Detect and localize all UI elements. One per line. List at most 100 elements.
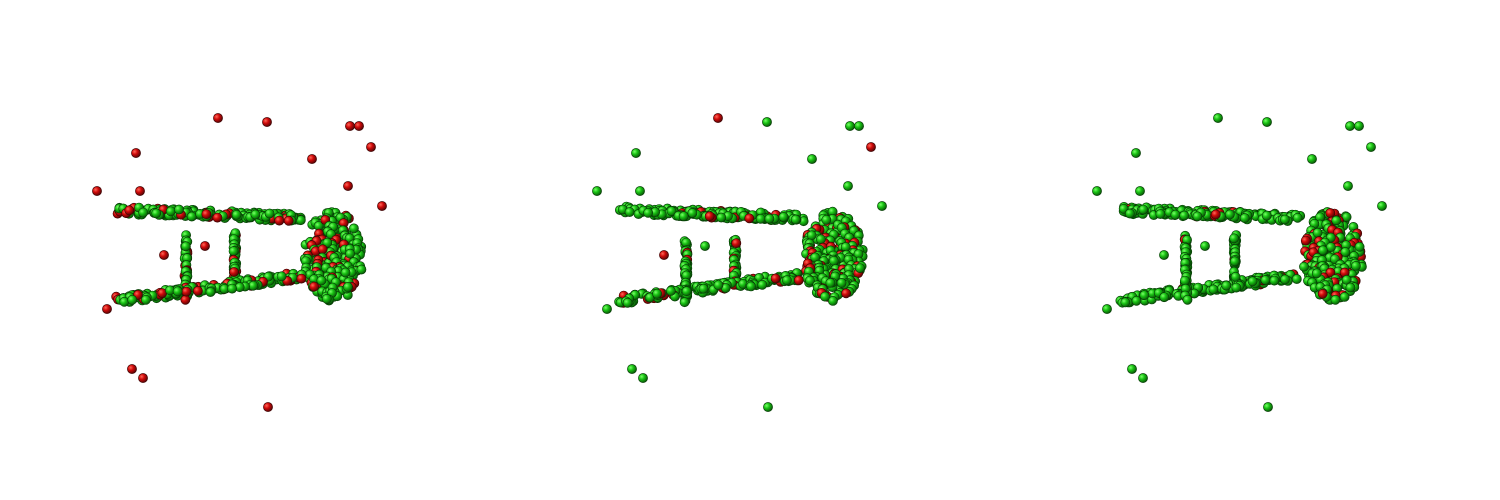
green-point [592, 186, 602, 196]
green-point [622, 297, 633, 308]
green-point [806, 230, 817, 241]
green-point [1312, 227, 1323, 238]
red-point [201, 209, 212, 219]
green-point [762, 117, 772, 127]
green-point [665, 285, 676, 296]
green-point [151, 208, 162, 219]
green-point [836, 277, 847, 288]
red-point [366, 142, 376, 152]
green-point [1138, 204, 1149, 215]
green-point [1131, 148, 1141, 158]
green-point [778, 211, 789, 222]
red-point [345, 121, 355, 131]
green-point [174, 204, 184, 215]
green-point [1159, 292, 1170, 302]
red-point [212, 212, 223, 223]
green-point [340, 267, 351, 278]
green-point [635, 186, 645, 196]
red-point [138, 373, 148, 383]
green-point [820, 291, 830, 302]
panel-middle [592, 113, 887, 412]
green-point [348, 223, 359, 234]
red-point [731, 238, 742, 249]
green-point [1317, 245, 1328, 256]
green-point [140, 294, 151, 305]
green-point [276, 271, 287, 282]
red-point [744, 213, 755, 224]
green-point [1279, 214, 1290, 225]
green-point [764, 213, 775, 224]
green-point [248, 280, 259, 291]
green-point [1247, 276, 1258, 287]
green-point [1135, 186, 1145, 196]
green-point [1345, 121, 1355, 131]
green-point [1200, 241, 1210, 251]
green-point [345, 248, 355, 259]
green-point [1179, 210, 1190, 221]
green-point [825, 277, 836, 288]
green-point [1224, 209, 1235, 220]
green-point [790, 214, 801, 225]
green-point [1229, 256, 1240, 267]
green-point [180, 241, 191, 252]
red-point [263, 402, 273, 412]
green-point [827, 295, 838, 306]
green-point [165, 206, 176, 217]
green-point [1340, 247, 1351, 257]
green-point [1213, 113, 1223, 123]
green-point [1345, 282, 1356, 293]
green-point [845, 121, 855, 131]
green-point [681, 286, 692, 297]
green-point [843, 181, 853, 191]
red-point [1300, 235, 1311, 246]
green-point [138, 207, 149, 218]
green-point [757, 279, 768, 290]
red-point [124, 205, 135, 216]
red-point [159, 250, 169, 260]
green-point [264, 208, 275, 219]
green-point [1350, 260, 1361, 271]
green-point [1280, 274, 1290, 285]
red-point [213, 113, 223, 123]
green-point [1291, 274, 1302, 284]
green-point [1230, 271, 1241, 282]
green-point [1354, 241, 1365, 252]
red-point [296, 273, 307, 284]
green-point [877, 201, 887, 211]
green-point [1231, 282, 1242, 293]
green-point [231, 209, 242, 220]
red-point [307, 154, 317, 164]
green-point [624, 207, 635, 217]
green-point [1260, 275, 1271, 285]
green-point [666, 206, 677, 216]
green-point [1307, 154, 1317, 164]
red-point [92, 186, 102, 196]
green-point [1239, 213, 1250, 223]
red-point [192, 285, 203, 296]
red-point [704, 211, 715, 222]
green-point [687, 208, 698, 218]
green-point [821, 214, 832, 225]
green-point [1155, 209, 1166, 219]
green-point [602, 304, 612, 314]
red-point [377, 201, 387, 211]
green-point [1343, 181, 1353, 191]
green-point [1208, 284, 1219, 295]
green-point [638, 373, 648, 383]
green-point [1229, 233, 1239, 244]
red-point [317, 244, 328, 255]
green-point [698, 283, 709, 294]
green-point [807, 154, 817, 164]
green-point [322, 237, 333, 248]
green-point [678, 211, 689, 222]
green-point [227, 283, 237, 294]
green-point [205, 287, 216, 297]
green-point [1139, 290, 1150, 301]
green-point [781, 275, 792, 286]
green-point [127, 294, 138, 305]
green-point [1102, 304, 1112, 314]
green-point [1127, 364, 1137, 374]
panel-right [1092, 113, 1387, 412]
